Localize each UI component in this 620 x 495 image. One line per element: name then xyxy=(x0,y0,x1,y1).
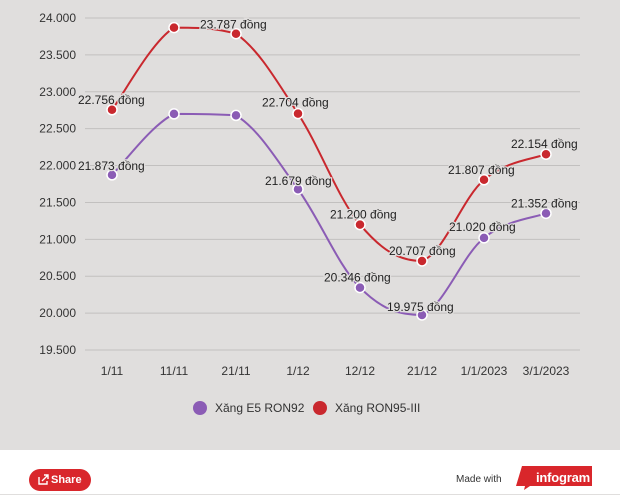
legend: Xăng E5 RON92 Xăng RON95-III xyxy=(193,401,420,415)
series-points xyxy=(106,21,552,321)
x-tick-label: 21/11 xyxy=(221,364,250,378)
data-label: 20.346 đồng xyxy=(324,271,391,285)
legend-marker xyxy=(193,401,207,415)
y-tick-label: 23.500 xyxy=(39,48,76,62)
y-tick-label: 20.000 xyxy=(39,306,76,320)
infogram-logo-badge xyxy=(516,466,592,490)
infogram-logo[interactable]: infogram xyxy=(516,466,592,490)
data-label: 23.787 đồng xyxy=(200,18,267,32)
y-tick-label: 23.000 xyxy=(39,85,76,99)
legend-label: Xăng RON95-III xyxy=(335,401,420,415)
y-tick-label: 21.000 xyxy=(39,232,76,246)
y-tick-label: 22.000 xyxy=(39,159,76,173)
y-tick-label: 24.000 xyxy=(39,11,76,25)
data-label: 20.707 đồng xyxy=(389,244,456,258)
data-labels: 21.873 đồng 21.679 đồng 20.346 đồng 19.975 … xyxy=(77,16,579,315)
legend-marker xyxy=(313,401,327,415)
y-axis-ticks: 19.500 20.000 20.500 21.000 21.500 22.000 22.5… xyxy=(39,11,76,357)
data-point xyxy=(416,309,428,321)
y-tick-label: 19.500 xyxy=(39,343,76,357)
infogram-logo-text: infogram xyxy=(536,470,591,485)
data-point xyxy=(168,108,180,120)
data-label: 21.679 đồng xyxy=(265,174,332,188)
data-point xyxy=(540,207,552,220)
share-button[interactable]: Share xyxy=(29,469,91,491)
data-point xyxy=(230,27,242,40)
x-tick-label: 3/1/2023 xyxy=(523,364,570,378)
data-label: 22.154 đồng xyxy=(511,137,578,151)
made-with-text: Made with xyxy=(456,474,502,485)
legend-label: Xăng E5 RON92 xyxy=(215,401,305,415)
data-point xyxy=(354,281,366,294)
data-label: 22.704 đồng xyxy=(262,96,329,110)
data-point xyxy=(292,107,304,120)
x-tick-label: 1/12 xyxy=(286,364,310,378)
share-label: Share xyxy=(51,474,82,486)
data-point xyxy=(168,21,180,34)
data-label: 19.975 đồng xyxy=(387,300,454,314)
share-icon xyxy=(38,474,49,485)
data-point xyxy=(292,183,304,195)
x-axis-ticks: 1/11 11/11 21/11 1/12 12/12 21/12 1/1/2023 3/1/… xyxy=(101,364,570,378)
x-tick-label: 1/1/2023 xyxy=(461,364,508,378)
data-label: 21.873 đồng xyxy=(78,159,145,173)
x-tick-label: 21/12 xyxy=(407,364,437,378)
data-label: 21.352 đồng xyxy=(511,196,578,210)
data-point xyxy=(416,255,428,267)
x-tick-label: 1/11 xyxy=(101,364,124,378)
y-tick-label: 22.500 xyxy=(39,122,76,136)
x-tick-label: 11/11 xyxy=(160,364,189,378)
data-point xyxy=(106,104,118,116)
gridlines xyxy=(85,17,580,351)
data-label: 21.020 đồng xyxy=(449,220,516,234)
data-point xyxy=(230,109,242,122)
data-point xyxy=(478,174,490,186)
series-line xyxy=(111,112,547,316)
data-label: 21.807 đồng xyxy=(448,163,515,177)
line-chart: 19.500 20.000 20.500 21.000 21.500 22.000 22.5… xyxy=(39,11,580,415)
data-label: 22.756 đồng xyxy=(78,93,145,107)
y-tick-label: 20.500 xyxy=(39,269,76,283)
data-point xyxy=(540,148,552,160)
data-label: 21.200 đồng xyxy=(330,208,397,222)
y-tick-label: 21.500 xyxy=(39,195,76,209)
x-tick-label: 12/12 xyxy=(345,364,375,378)
data-point xyxy=(478,232,490,244)
data-point xyxy=(354,218,366,231)
footer-bar: Share Made with infogram xyxy=(0,450,620,494)
data-point xyxy=(106,169,118,181)
